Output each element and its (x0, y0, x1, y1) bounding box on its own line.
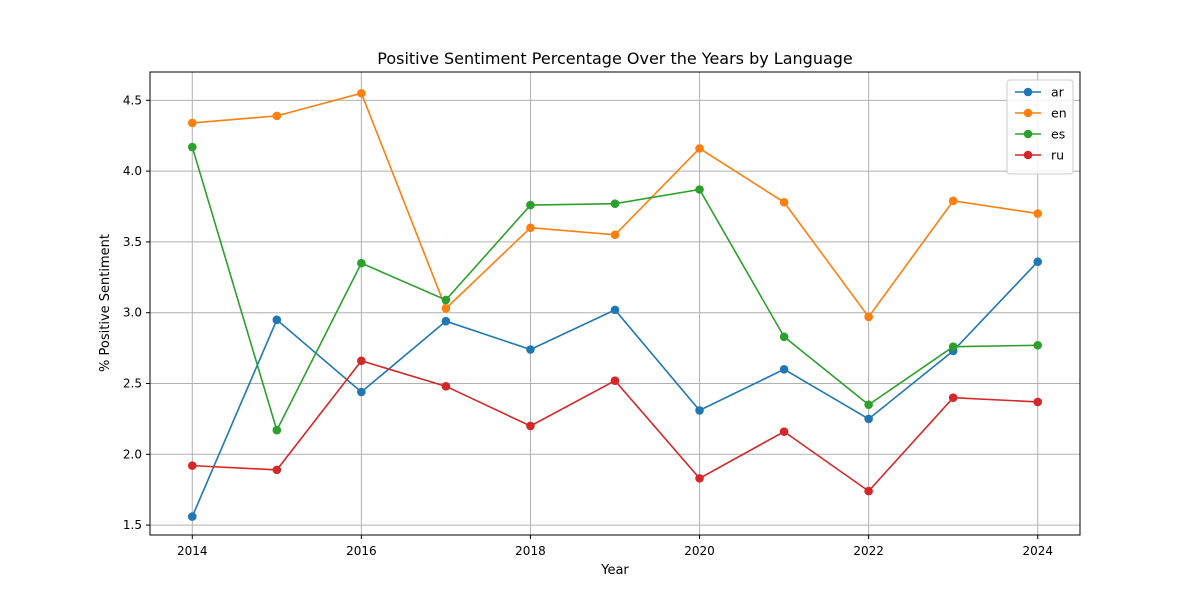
y-tick-label: 4.5 (123, 93, 142, 107)
data-point-en (1033, 209, 1043, 218)
data-point-ru (948, 393, 958, 402)
data-point-ar (187, 512, 197, 521)
legend-label-ar: ar (1051, 85, 1065, 100)
data-point-ar (526, 345, 535, 354)
data-point-ru (1033, 397, 1043, 407)
legend-label-es: es (1051, 127, 1065, 142)
data-point-es (864, 400, 873, 410)
series-line-es (191, 146, 1038, 433)
data-point-ar (779, 365, 789, 374)
legend-box (1006, 79, 1074, 175)
plot-area-frame (149, 71, 1081, 536)
data-point-ar (1033, 257, 1043, 267)
y-tick-label: 4.0 (123, 164, 142, 178)
series-ru (187, 356, 1043, 496)
x-axis-label: Year (600, 563, 629, 578)
x-tick-label: 2014 (177, 544, 208, 558)
x-tick-label: 2016 (346, 544, 377, 558)
data-point-es (948, 342, 958, 351)
data-point-es (610, 199, 620, 208)
data-point-ar (357, 387, 366, 397)
series-group (187, 88, 1043, 521)
data-point-en (779, 197, 789, 207)
data-point-en (610, 230, 620, 240)
series-en (187, 88, 1043, 322)
data-point-es (441, 295, 451, 305)
data-point-ru (695, 474, 704, 483)
data-point-es (357, 258, 366, 268)
data-point-ru (272, 465, 282, 475)
data-point-en (272, 111, 282, 121)
data-point-ar (864, 414, 873, 424)
data-point-ru (779, 427, 789, 436)
y-axis-label: % Positive Sentiment (98, 234, 113, 372)
x-tick-label: 2018 (515, 544, 546, 558)
legend-marker-en (1023, 108, 1033, 118)
series-ar (187, 257, 1043, 521)
data-point-en (441, 304, 451, 313)
grid (150, 72, 1080, 535)
data-point-es (695, 185, 704, 194)
legend: ar en es ru (1006, 79, 1074, 175)
x-tick-label: 2020 (684, 544, 715, 558)
y-tick-label: 3.0 (123, 306, 142, 320)
data-point-es (187, 142, 197, 152)
chart-title: Positive Sentiment Percentage Over the Y… (377, 49, 853, 68)
y-tick-label: 2.0 (123, 447, 142, 461)
axis-ticks: 2014 2016 2018 2020 2022 2024 1.5 2.0 2.5 3.0 3.5 4… (123, 93, 1053, 558)
data-point-ru (864, 486, 873, 496)
data-point-es (272, 425, 282, 435)
data-point-en (187, 118, 197, 128)
legend-label-en: en (1051, 106, 1067, 121)
series-line-ar (191, 261, 1039, 517)
y-tick-label: 3.5 (123, 235, 142, 249)
data-point-ar (610, 305, 620, 315)
series-es (187, 142, 1043, 435)
data-point-ar (272, 315, 282, 325)
data-point-en (695, 144, 704, 153)
x-tick-label: 2022 (853, 544, 884, 558)
x-tick-label: 2024 (1022, 544, 1053, 558)
legend-marker-es (1023, 129, 1033, 139)
data-point-en (357, 88, 366, 98)
data-point-ru (187, 461, 197, 470)
data-point-es (1033, 340, 1043, 350)
data-point-ar (695, 406, 704, 415)
legend-marker-ru (1023, 150, 1033, 160)
y-tick-label: 1.5 (123, 518, 142, 532)
data-point-ru (357, 356, 366, 366)
data-point-ru (441, 382, 451, 391)
data-point-es (526, 200, 535, 210)
y-tick-label: 2.5 (123, 376, 142, 390)
data-point-ar (441, 316, 451, 326)
data-point-en (948, 196, 958, 206)
legend-marker-ar (1023, 87, 1033, 97)
data-point-ru (610, 376, 620, 385)
data-point-es (779, 332, 789, 342)
data-point-ru (526, 421, 535, 431)
data-point-en (864, 312, 873, 322)
legend-label-ru: ru (1051, 148, 1064, 163)
data-point-en (526, 223, 535, 233)
